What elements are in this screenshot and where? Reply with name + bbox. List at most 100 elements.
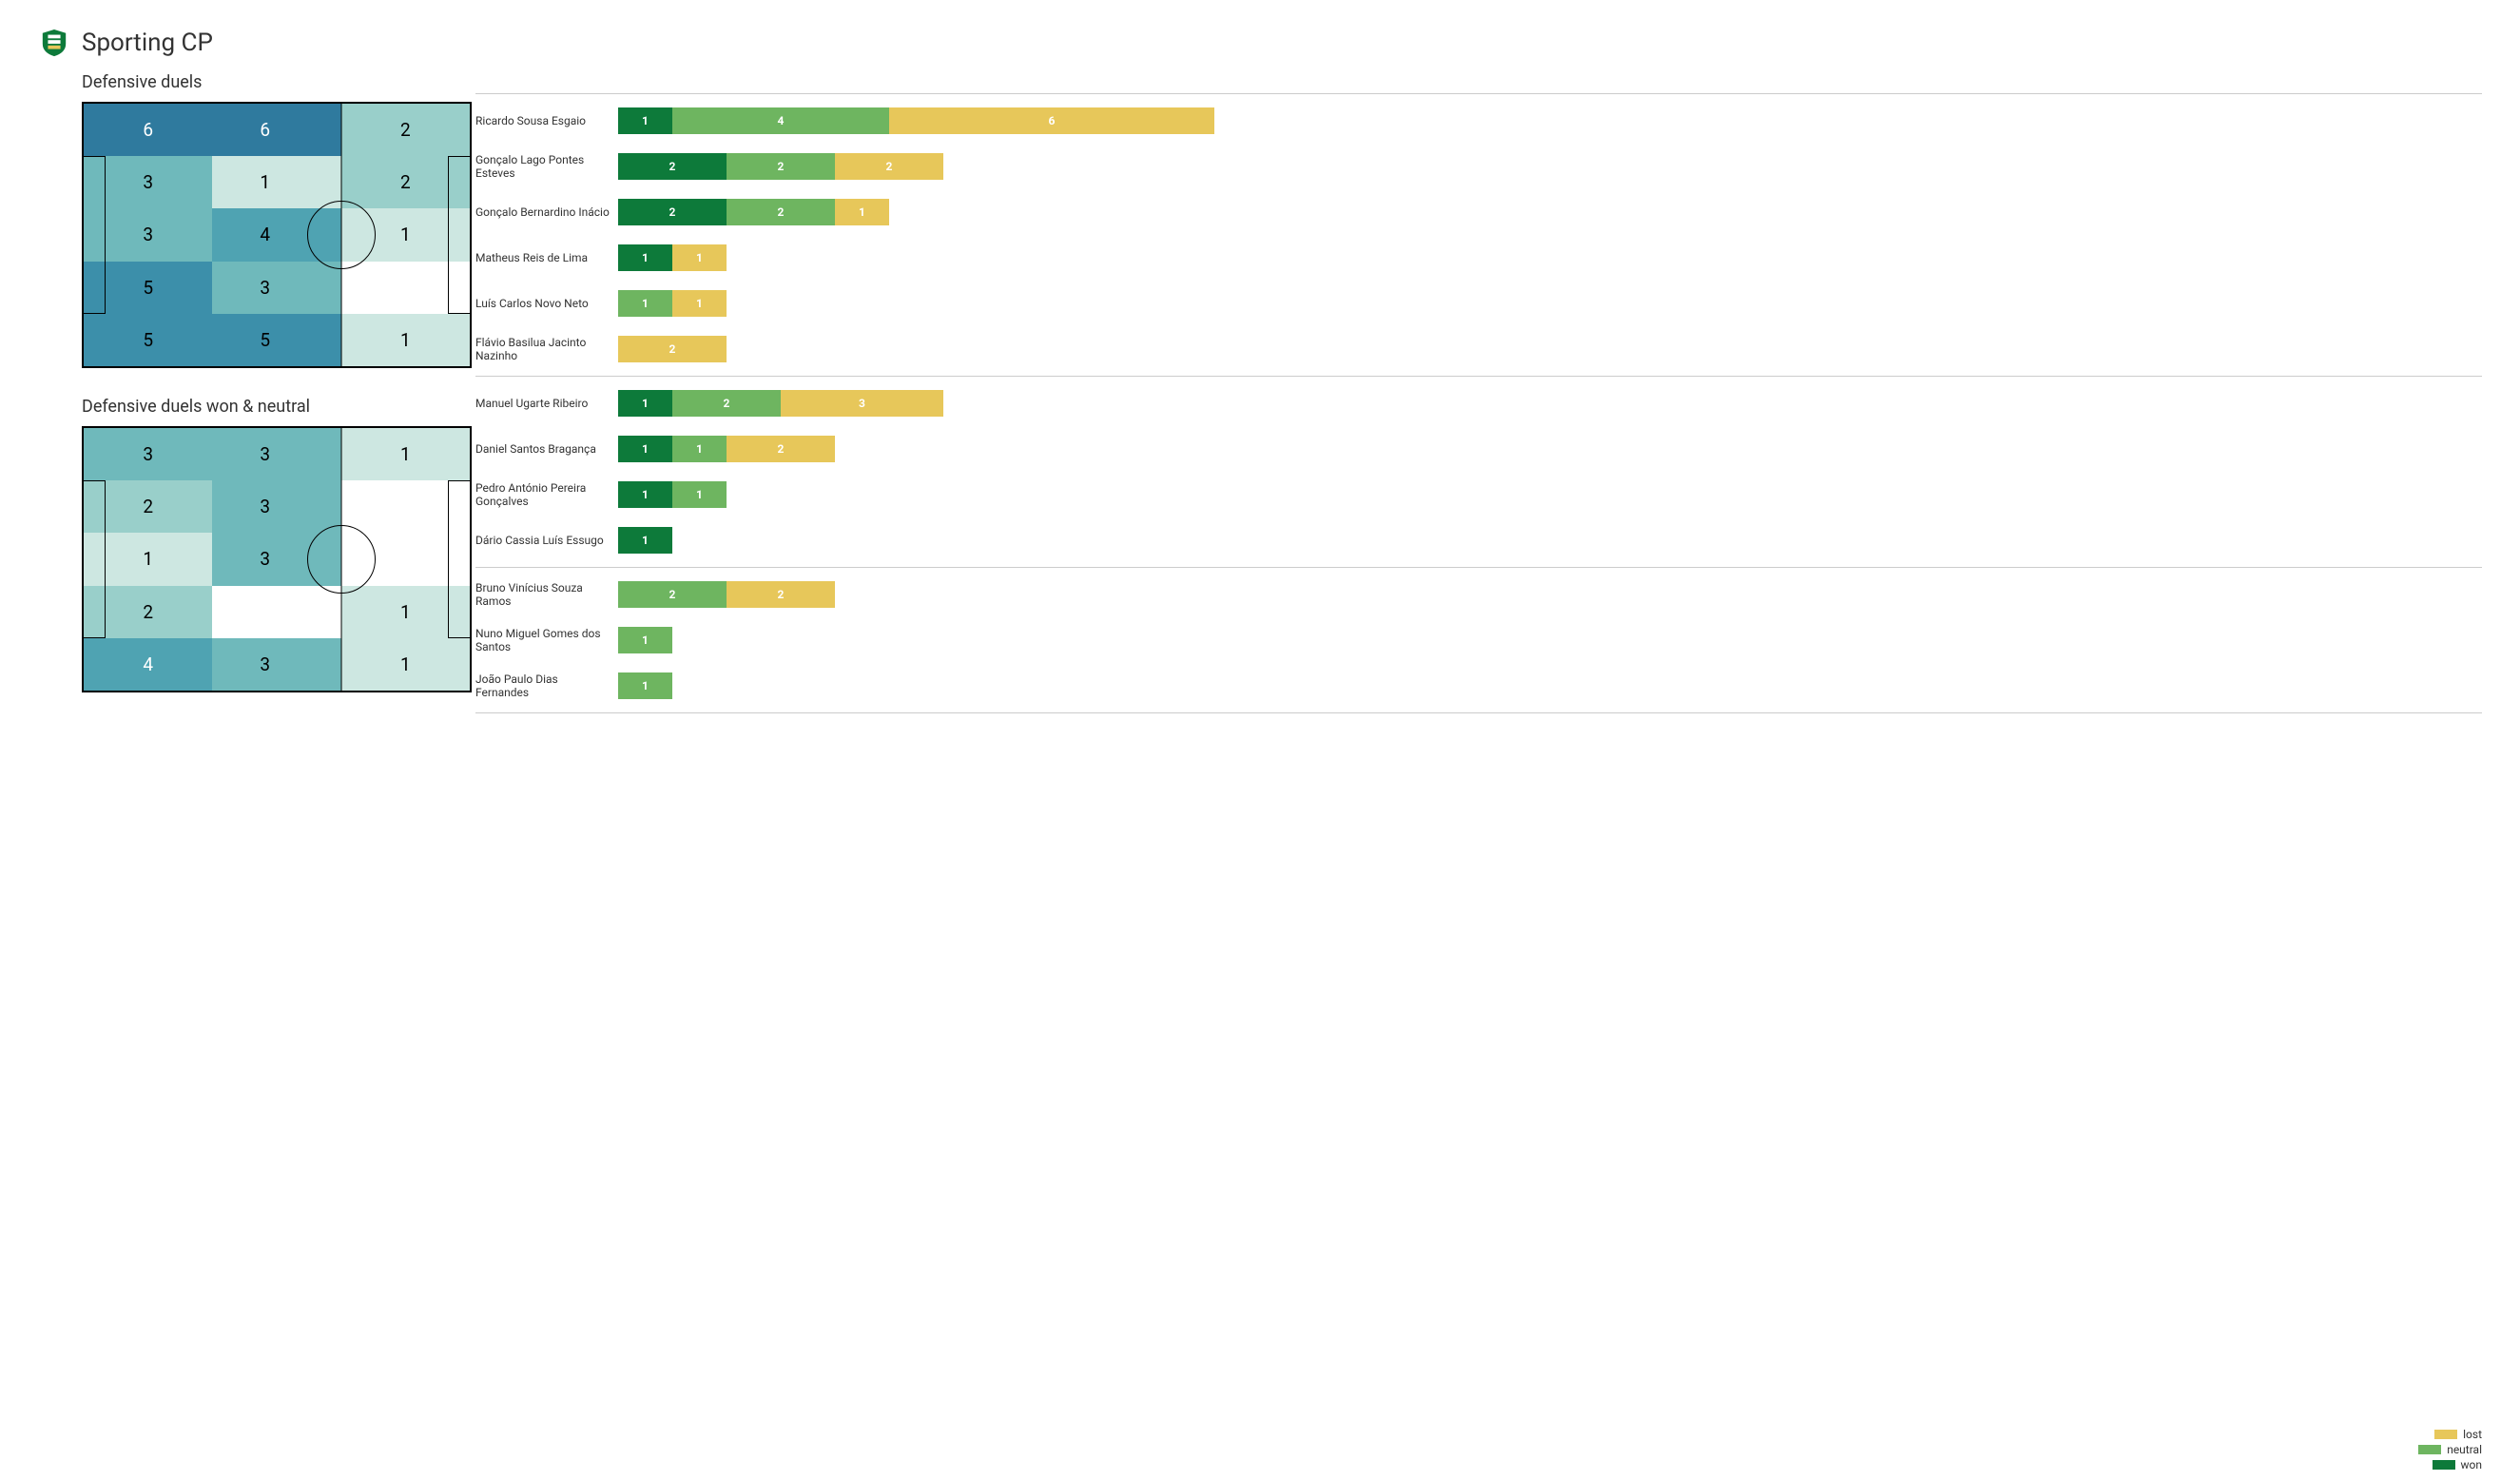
bar-track: 146 <box>618 107 2482 134</box>
bar-track: 1 <box>618 527 2482 554</box>
pitch-heatmap-won-neutral: 331231321431 <box>82 426 472 692</box>
player-row: Gonçalo Lago Pontes Esteves222 <box>475 144 2482 189</box>
player-row: Ricardo Sousa Esgaio146 <box>475 98 2482 144</box>
player-row: Luís Carlos Novo Neto11 <box>475 281 2482 326</box>
bar-segment-won: 1 <box>618 390 672 417</box>
heatmap-cell: 3 <box>212 480 340 533</box>
bar-track: 221 <box>618 199 2482 225</box>
bar-track: 222 <box>618 153 2482 180</box>
player-name: Gonçalo Lago Pontes Esteves <box>475 153 618 181</box>
player-row: Nuno Miguel Gomes dos Santos1 <box>475 617 2482 663</box>
bar-segment-lost: 3 <box>781 390 943 417</box>
bar-segment-neutral: 2 <box>727 199 835 225</box>
heatmap-cell: 3 <box>212 262 340 314</box>
heatmap-cell: 1 <box>341 638 470 691</box>
bar-track: 22 <box>618 581 2482 608</box>
heatmap-cell: 3 <box>212 428 340 480</box>
bar-segment-neutral: 1 <box>672 436 727 462</box>
heatmap-cell: 6 <box>84 104 212 156</box>
bar-segment-neutral: 1 <box>618 627 672 653</box>
heatmap-cell: 3 <box>84 428 212 480</box>
pitch-center-circle <box>307 525 376 594</box>
legend-row: won <box>2418 1458 2482 1471</box>
legend-swatch <box>2433 1460 2455 1470</box>
player-row: Daniel Santos Bragança112 <box>475 426 2482 472</box>
heatmap-cell: 1 <box>341 314 470 366</box>
player-bars: Ricardo Sousa Esgaio146Gonçalo Lago Pont… <box>475 89 2482 717</box>
pitch-box-right <box>448 480 471 638</box>
bar-segment-lost: 2 <box>727 581 835 608</box>
bar-segment-neutral: 2 <box>727 153 835 180</box>
player-name: Dário Cassia Luís Essugo <box>475 534 618 547</box>
legend-row: neutral <box>2418 1443 2482 1456</box>
bar-track: 2 <box>618 336 2482 362</box>
bar-segment-lost: 1 <box>835 199 889 225</box>
team-logo <box>38 27 70 59</box>
bar-segment-won: 1 <box>618 107 672 134</box>
legend-label: won <box>2461 1458 2483 1471</box>
bar-segment-lost: 2 <box>727 436 835 462</box>
heatmap-cell: 5 <box>212 314 340 366</box>
header: Sporting CP <box>38 27 2482 59</box>
pitch-center-circle <box>307 201 376 269</box>
pitch-heatmap-duels: 66231234153551 <box>82 102 472 368</box>
player-row: Matheus Reis de Lima11 <box>475 235 2482 281</box>
pitch-box-left <box>83 156 106 314</box>
pitch-box-left <box>83 480 106 638</box>
player-name: Daniel Santos Bragança <box>475 442 618 456</box>
bar-segment-lost: 2 <box>618 336 727 362</box>
bar-segment-lost: 6 <box>889 107 1214 134</box>
bar-segment-neutral: 2 <box>618 581 727 608</box>
player-name: Flávio Basilua Jacinto Nazinho <box>475 336 618 363</box>
heatmap-cell: 1 <box>212 156 340 208</box>
player-row: Dário Cassia Luís Essugo1 <box>475 517 2482 563</box>
player-row: Bruno Vinícius Souza Ramos22 <box>475 572 2482 617</box>
heatmap-cell: 4 <box>84 638 212 691</box>
bar-segment-neutral: 4 <box>672 107 889 134</box>
heatmap-cell: 2 <box>341 104 470 156</box>
bar-segment-won: 2 <box>618 153 727 180</box>
legend-swatch <box>2418 1445 2441 1454</box>
bar-track: 11 <box>618 244 2482 271</box>
bar-segment-neutral: 2 <box>672 390 781 417</box>
bar-track: 11 <box>618 481 2482 508</box>
player-name: Manuel Ugarte Ribeiro <box>475 397 618 410</box>
player-name: Ricardo Sousa Esgaio <box>475 114 618 127</box>
player-name: Matheus Reis de Lima <box>475 251 618 264</box>
bar-segment-won: 1 <box>618 244 672 271</box>
pitch-box-right <box>448 156 471 314</box>
player-row: Flávio Basilua Jacinto Nazinho2 <box>475 326 2482 372</box>
player-name: Pedro António Pereira Gonçalves <box>475 481 618 509</box>
bar-segment-won: 2 <box>618 199 727 225</box>
heatmap-cell: 6 <box>212 104 340 156</box>
heatmap-title-duels: Defensive duels <box>82 72 437 92</box>
player-name: Luís Carlos Novo Neto <box>475 297 618 310</box>
heatmap-cell <box>212 586 340 638</box>
group-separator <box>475 567 2482 568</box>
legend-row: lost <box>2418 1428 2482 1441</box>
legend-label: lost <box>2463 1428 2482 1441</box>
bar-segment-won: 1 <box>618 436 672 462</box>
bar-segment-won: 1 <box>618 527 672 554</box>
bar-track: 1 <box>618 627 2482 653</box>
bar-segment-lost: 2 <box>835 153 943 180</box>
player-name: João Paulo Dias Fernandes <box>475 672 618 700</box>
heatmaps-column: Defensive duels 66231234153551 Defensive… <box>38 67 437 721</box>
player-row: Pedro António Pereira Gonçalves11 <box>475 472 2482 517</box>
heatmap-cell: 1 <box>341 428 470 480</box>
bar-track: 11 <box>618 290 2482 317</box>
legend-swatch <box>2434 1430 2457 1439</box>
team-name: Sporting CP <box>82 29 213 57</box>
player-name: Nuno Miguel Gomes dos Santos <box>475 627 618 654</box>
bar-segment-neutral: 1 <box>618 290 672 317</box>
bar-segment-neutral: 1 <box>672 481 727 508</box>
legend: lost neutral won <box>2418 1426 2482 1471</box>
group-separator <box>475 376 2482 377</box>
bar-segment-won: 1 <box>618 481 672 508</box>
main-grid: Defensive duels 66231234153551 Defensive… <box>38 67 2482 721</box>
bar-segment-lost: 1 <box>672 244 727 271</box>
group-separator <box>475 93 2482 94</box>
player-name: Bruno Vinícius Souza Ramos <box>475 581 618 609</box>
group-separator <box>475 712 2482 713</box>
bar-track: 112 <box>618 436 2482 462</box>
